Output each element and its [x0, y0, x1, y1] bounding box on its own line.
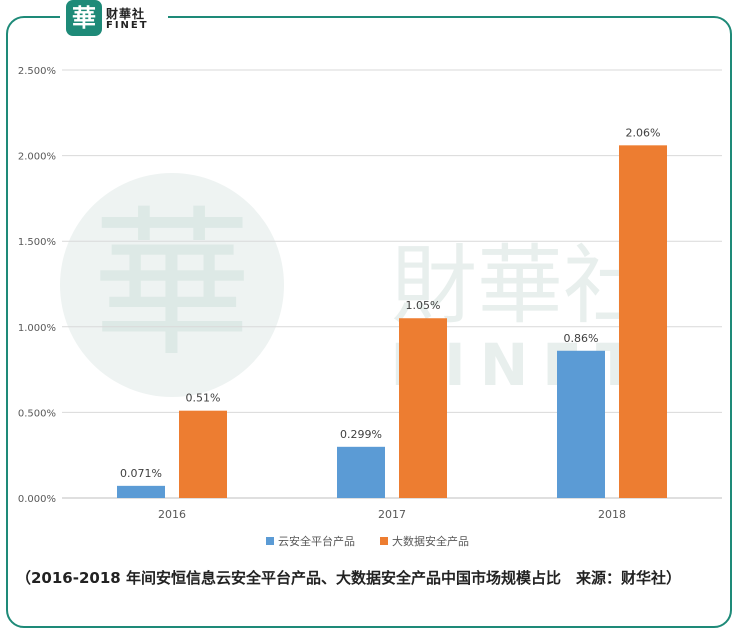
data-label: 2.06%	[626, 126, 661, 139]
x-axis-ticks: 2016 2017 2018	[158, 508, 626, 521]
data-labels: 0.071% 0.51% 0.299% 1.05% 0.86% 2.06%	[120, 126, 660, 480]
legend-swatch	[380, 537, 388, 545]
legend: 云安全平台产品 大数据安全产品	[266, 534, 469, 548]
logo-name-cn: 财華社	[106, 7, 146, 21]
grid	[62, 69, 722, 499]
bar	[557, 350, 605, 498]
legend-swatch	[266, 537, 274, 545]
legend-label: 大数据安全产品	[392, 534, 469, 548]
y-tick-label: 0.500%	[18, 408, 56, 419]
y-tick-label: 0.000%	[18, 494, 56, 505]
chart-frame	[6, 16, 732, 628]
y-axis-ticks: 0.000% 0.500% 1.000% 1.500% 2.000% 2.500%	[18, 66, 56, 505]
data-label: 0.86%	[564, 332, 599, 345]
x-tick-label: 2017	[378, 508, 406, 521]
chart-caption: （2016-2018 年间安恒信息云安全平台产品、大数据安全产品中国市场规模占比…	[16, 569, 681, 587]
x-tick-label: 2016	[158, 508, 186, 521]
bars	[117, 145, 667, 498]
watermark-big-char: 華	[92, 191, 252, 378]
bar	[179, 410, 227, 498]
y-tick-label: 1.000%	[18, 323, 56, 334]
legend-label: 云安全平台产品	[278, 534, 355, 548]
y-tick-label: 1.500%	[18, 237, 56, 248]
logo-badge-icon: 華	[66, 0, 102, 36]
data-label: 1.05%	[406, 299, 441, 312]
data-label: 0.299%	[340, 428, 382, 441]
y-tick-label: 2.500%	[18, 66, 56, 77]
logo-name-en: FINET	[106, 20, 149, 31]
bar	[399, 318, 447, 498]
bar	[619, 145, 667, 498]
finet-logo: 華 财華社 FINET	[60, 0, 168, 36]
watermark-circle	[60, 173, 284, 397]
data-label: 0.51%	[186, 392, 221, 405]
bar	[337, 446, 385, 498]
data-label: 0.071%	[120, 467, 162, 480]
bar	[117, 485, 165, 498]
x-tick-label: 2018	[598, 508, 626, 521]
y-tick-label: 2.000%	[18, 152, 56, 163]
